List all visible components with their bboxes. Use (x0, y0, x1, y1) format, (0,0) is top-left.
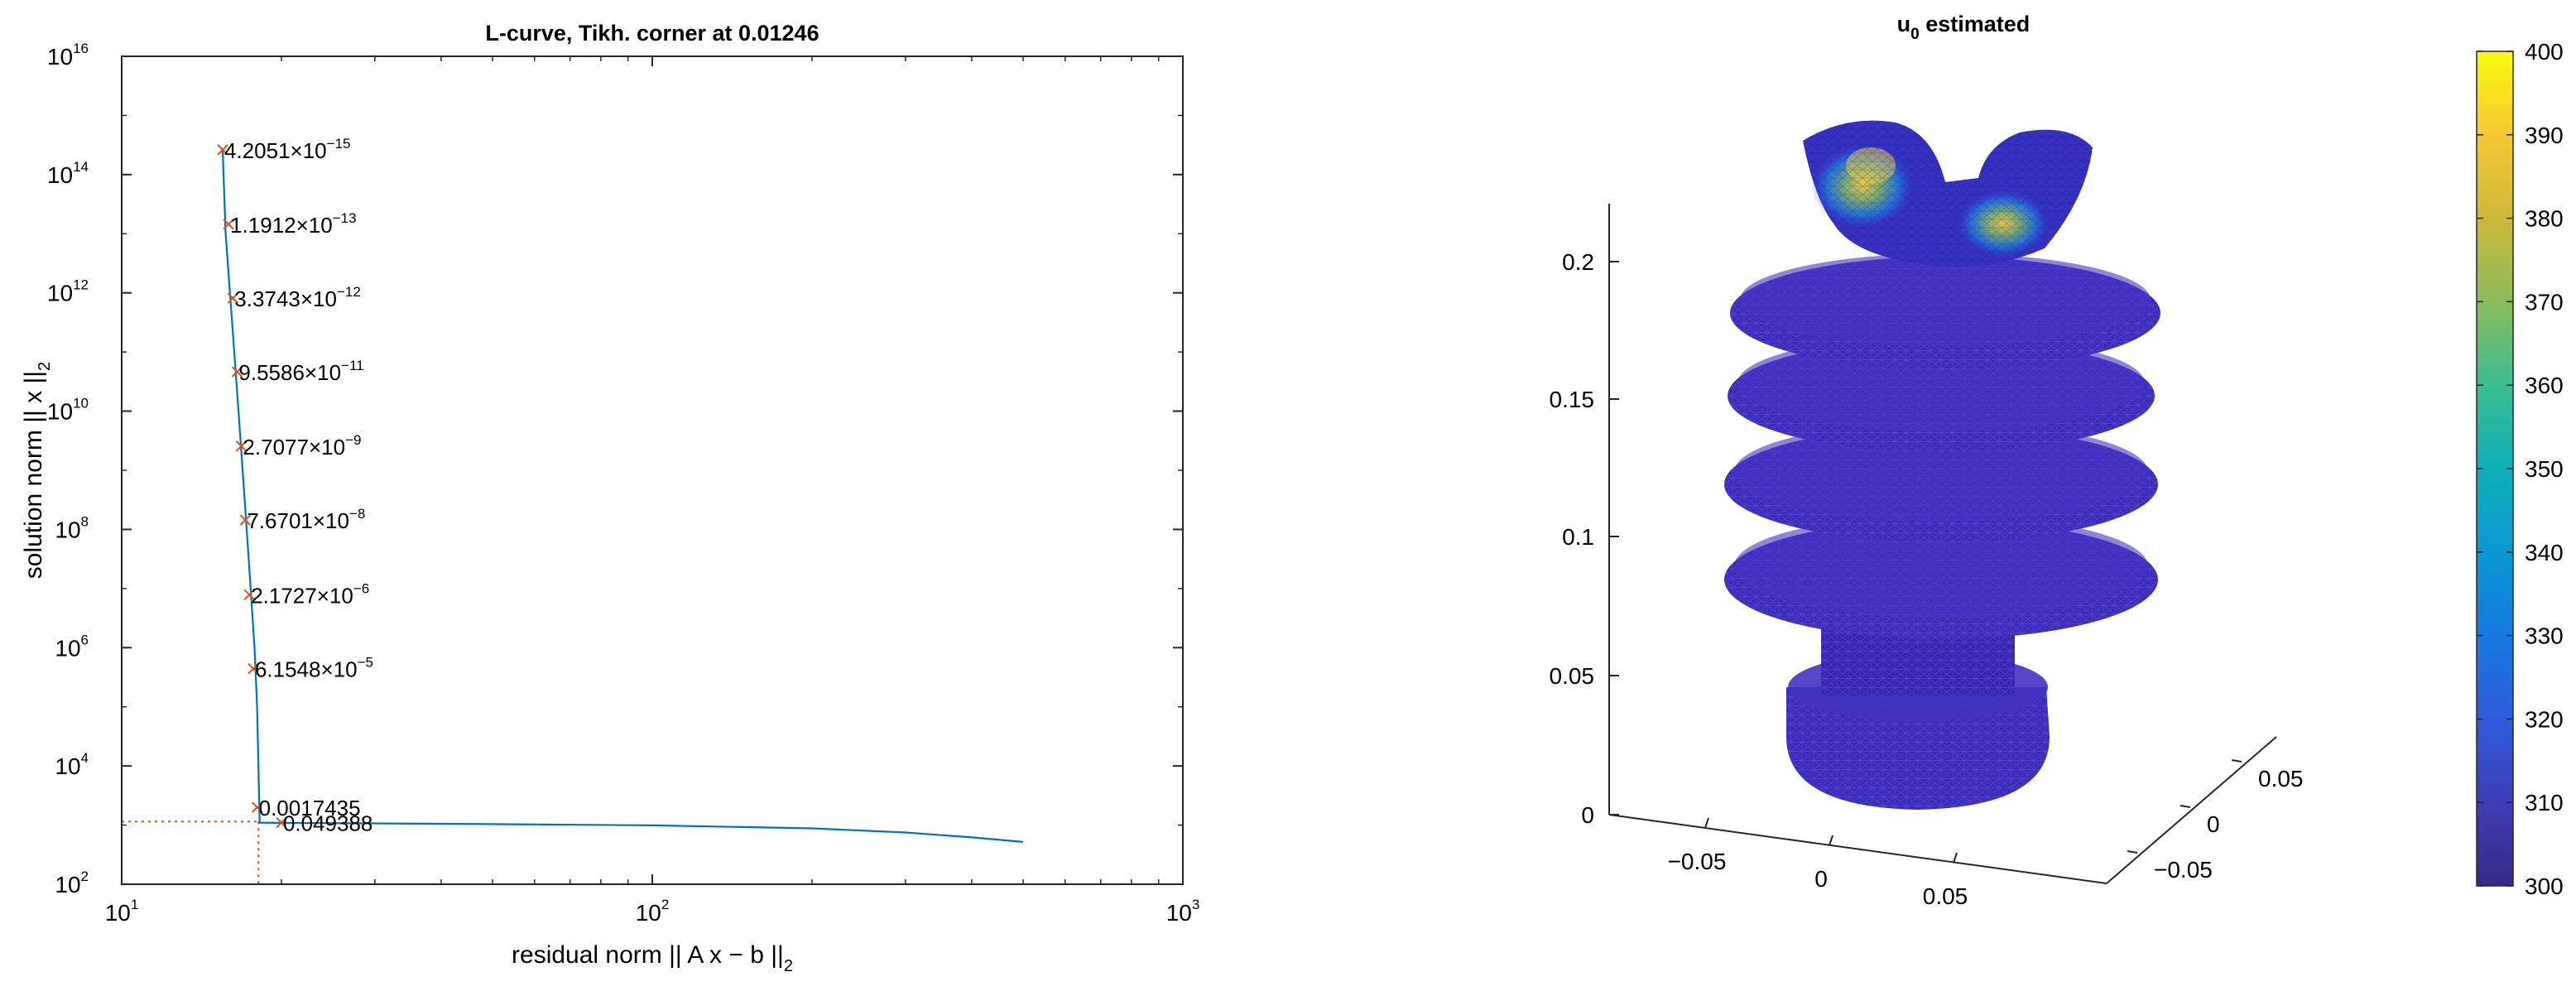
l-curve-y-label: solution norm || x ||2 (20, 362, 54, 579)
y3-tick-label: 0.05 (2258, 766, 2304, 792)
y3-tick-label: −0.05 (2154, 857, 2213, 883)
point-label: 3.3743×10−12 (234, 284, 360, 311)
colorbar-tick-label: 390 (2525, 123, 2564, 148)
colorbar-tick-label: 400 (2525, 39, 2564, 65)
x3-tick-label: −0.05 (1668, 849, 1727, 874)
point-marker (248, 662, 259, 675)
y3-tick-mark (2231, 759, 2242, 763)
l-curve-line (221, 149, 1024, 843)
point-label: 2.1727×10−6 (251, 580, 369, 608)
y3-tick-mark (2127, 850, 2138, 854)
curve-point: 3.3743×10−12 (227, 284, 361, 311)
y-tick-label: 106 (55, 632, 89, 661)
mesh-axes (1608, 204, 2277, 884)
point-marker (243, 589, 255, 600)
colorbar-tick-label: 380 (2525, 206, 2564, 232)
mesh-x-ticks: −0.05 0 0.05 (1668, 817, 1968, 909)
l-curve-y-ticks: 102 104 106 108 1010 1012 1014 1016 (47, 41, 1183, 897)
x-tick-label: 103 (1166, 897, 1200, 926)
curve-point: 7.6701×10−8 (239, 506, 365, 533)
point-marker (231, 366, 243, 378)
point-label: 7.6701×10−8 (247, 506, 365, 533)
curve-point: 6.1548×10−5 (248, 655, 373, 682)
colorbar-tick-label: 370 (2525, 289, 2564, 315)
point-marker (251, 801, 263, 813)
y-tick-label: 1016 (47, 41, 89, 70)
colorbar-tick-label: 300 (2525, 873, 2564, 899)
point-marker (217, 144, 228, 156)
point-label: 0.049388 (283, 811, 372, 836)
colorbar-tick-label: 330 (2525, 623, 2564, 649)
z-tick-label: 0.2 (1562, 249, 1594, 275)
l-curve-chart: L-curve, Tikh. corner at 0.01246 4.2051×… (20, 21, 1199, 975)
curve-point: 2.1727×10−6 (243, 580, 369, 608)
x3-tick-label: 0.05 (1923, 883, 1968, 909)
colorbar-tick-label: 310 (2525, 790, 2564, 816)
l-curve-plot-area (122, 56, 1183, 884)
point-marker (223, 219, 234, 230)
surface-mesh-chart: u0 estimated 00.050.10.150.2 −0.0500.05 … (1550, 12, 2304, 909)
mesh-y-ticks: −0.05 0 0.05 (2127, 759, 2304, 883)
x-tick-label: 101 (105, 897, 139, 926)
point-label: 9.5586×10−11 (238, 358, 363, 385)
mesh-title: u0 estimated (1897, 12, 2031, 43)
y-tick-label: 104 (55, 750, 89, 779)
curve-point: 2.7077×10−9 (235, 432, 361, 460)
insulator-mesh (1724, 120, 2160, 810)
point-label: 0.0017435 (259, 796, 361, 820)
curve-point: 9.5586×10−11 (231, 358, 364, 385)
point-marker (239, 514, 252, 526)
l-curve-series: 4.2051×10−15 1.1912×10−13 3.3743×10−12 9.55… (122, 136, 1024, 884)
point-label: 2.7077×10−9 (243, 432, 361, 460)
y3-tick-mark (2180, 805, 2191, 808)
curve-point: 1.1912×10−13 (223, 210, 357, 238)
colorbar-ticks: 300 310 320 330 340 350 360 370 380 390 400 (2477, 39, 2564, 899)
x3-tick-label: 0 (1814, 866, 1828, 892)
point-marker (235, 440, 248, 452)
l-curve-x-label: residual norm || A x − b ||2 (512, 941, 793, 975)
point-marker (276, 816, 287, 829)
curve-point: 4.2051×10−15 (217, 136, 350, 163)
x3-tick-mark (1953, 852, 1958, 864)
x-tick-label: 102 (636, 897, 670, 926)
z-tick-label: 0.05 (1550, 663, 1595, 689)
mesh-z-ticks: 0 0.05 0.1 0.15 0.2 (1550, 249, 1619, 828)
x3-tick-mark (1704, 817, 1709, 829)
y-tick-label: 108 (55, 513, 89, 542)
curve-point: 0.0017435 (251, 796, 361, 820)
colorbar-tick-label: 360 (2525, 373, 2564, 398)
colorbar-tick-label: 340 (2525, 540, 2564, 565)
y-tick-label: 1014 (47, 159, 89, 188)
colorbar-tick-label: 350 (2525, 456, 2564, 482)
colorbar-tick-label: 320 (2525, 706, 2564, 732)
z-tick-label: 0.1 (1562, 524, 1594, 550)
z-tick-label: 0.15 (1550, 387, 1595, 412)
colorbar: 300 310 320 330 340 350 360 370 380 390 400 (2476, 39, 2564, 899)
x3-tick-mark (1829, 835, 1833, 846)
point-label: 6.1548×10−5 (255, 655, 373, 682)
y-tick-label: 1010 (47, 396, 89, 425)
point-marker (227, 292, 239, 304)
curve-point: 0.049388 (276, 811, 372, 836)
y-tick-label: 1012 (47, 277, 89, 306)
l-curve-x-ticks: 101 102 103 (105, 56, 1200, 926)
y3-tick-label: 0 (2207, 811, 2220, 837)
z-tick-label: 0 (1581, 802, 1594, 828)
y-tick-label: 102 (55, 868, 89, 897)
point-label: 4.2051×10−15 (224, 136, 350, 163)
point-label: 1.1912×10−13 (230, 210, 356, 238)
l-curve-title: L-curve, Tikh. corner at 0.01246 (485, 21, 819, 46)
